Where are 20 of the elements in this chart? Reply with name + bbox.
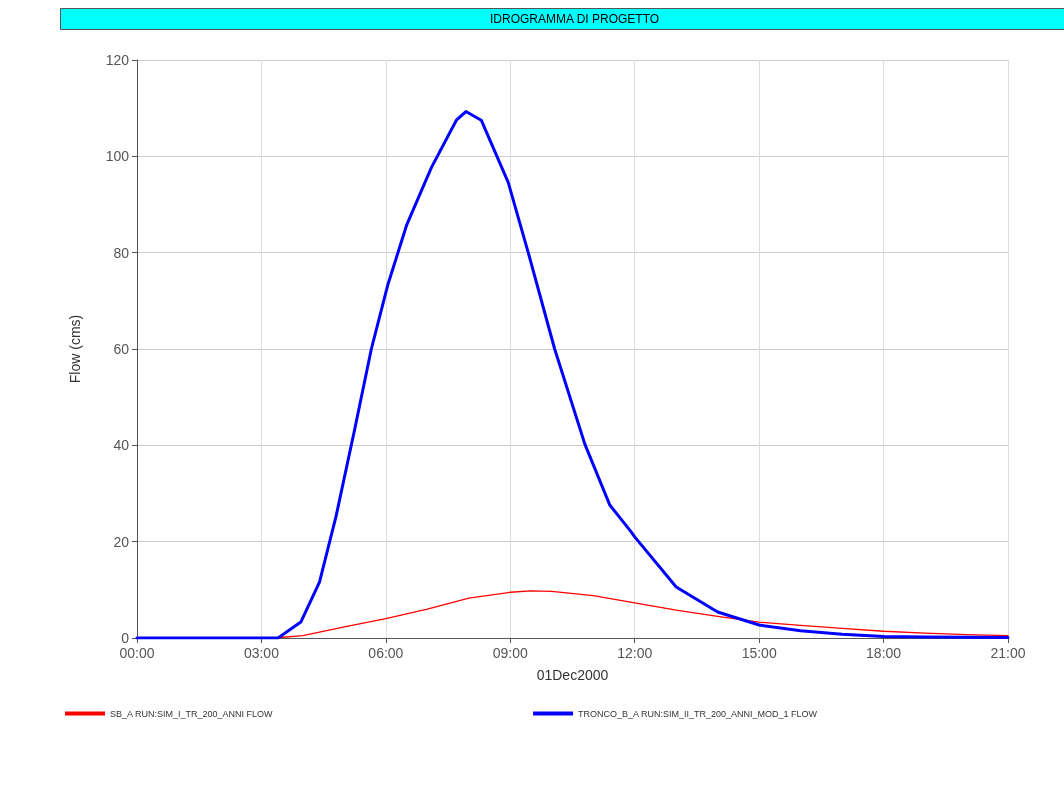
- x-tick-label: 09:00: [492, 645, 529, 661]
- x-tick-label: 06:00: [368, 645, 404, 661]
- y-tick-label: 100: [105, 148, 130, 165]
- x-axis-title: 01Dec2000: [536, 667, 609, 683]
- legend-label: SB_A RUN:SIM_I_TR_200_ANNI FLOW: [110, 708, 274, 719]
- y-axis-title: Flow (cms): [67, 314, 83, 384]
- x-tick-label: 00:00: [119, 645, 155, 661]
- y-tick-label: 40: [113, 437, 130, 454]
- y-tick-label: 20: [113, 533, 130, 550]
- x-tick-label: 12:00: [617, 645, 653, 661]
- legend-label: TRONCO_B_A RUN:SIM_II_TR_200_ANNI_MOD_1 FLOW: [578, 708, 818, 719]
- y-tick-label: 80: [113, 244, 130, 261]
- x-tick-label: 15:00: [741, 645, 777, 661]
- x-tick-label: 21:00: [990, 645, 1026, 661]
- chart-title: IDROGRAMMA DI PROGETTO: [490, 12, 660, 26]
- y-tick-label: 60: [113, 341, 130, 357]
- x-tick-label: 18:00: [866, 645, 902, 661]
- y-tick-label: 0: [121, 630, 130, 646]
- y-tick-label: 120: [105, 52, 130, 68]
- x-tick-label: 03:00: [243, 645, 280, 661]
